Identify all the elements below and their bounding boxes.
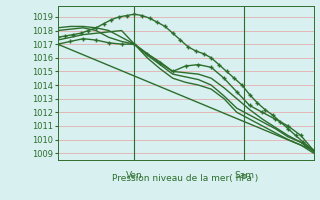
Text: Sam: Sam (235, 171, 254, 180)
Text: Ven: Ven (126, 171, 143, 180)
X-axis label: Pression niveau de la mer( hPa ): Pression niveau de la mer( hPa ) (112, 174, 259, 183)
